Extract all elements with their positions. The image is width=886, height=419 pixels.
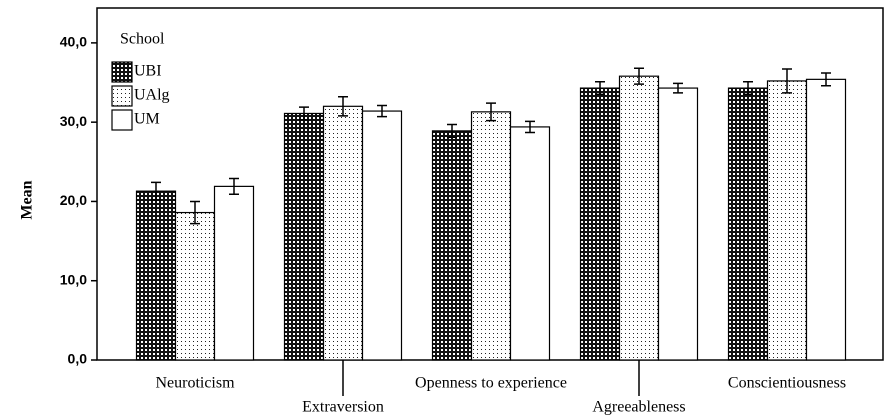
bar xyxy=(322,105,364,361)
y-tick-label: 40,0 xyxy=(60,34,87,50)
legend-swatch xyxy=(111,109,133,131)
bar xyxy=(470,111,512,361)
error-bar xyxy=(338,96,348,117)
error-bar xyxy=(595,80,605,96)
bar xyxy=(283,112,325,361)
x-tick-label: Agreeableness xyxy=(592,399,685,416)
legend-label: UBI xyxy=(134,63,162,80)
bar xyxy=(805,78,847,361)
y-tick-label: 20,0 xyxy=(60,192,87,208)
bar xyxy=(135,190,177,361)
error-bar xyxy=(743,80,753,96)
bar xyxy=(657,87,699,361)
legend-swatch xyxy=(111,61,133,83)
bar xyxy=(431,130,473,361)
legend-label: UAlg xyxy=(134,87,170,104)
error-bar xyxy=(673,82,683,94)
y-tick-label: 30,0 xyxy=(60,113,87,129)
bar xyxy=(509,126,551,361)
error-bar xyxy=(486,102,496,122)
error-bar xyxy=(377,104,387,118)
error-bar xyxy=(634,67,644,85)
x-tick-label: Conscientiousness xyxy=(728,375,846,392)
bar xyxy=(579,87,621,361)
error-bar xyxy=(299,106,309,121)
error-bar xyxy=(525,120,535,134)
bar xyxy=(618,75,660,361)
x-tick-label: Openness to experience xyxy=(415,375,567,392)
bar xyxy=(361,110,403,361)
legend-swatch xyxy=(111,85,133,107)
legend-label: UM xyxy=(134,111,160,128)
error-bar xyxy=(229,177,239,196)
error-bar xyxy=(782,68,792,94)
bar xyxy=(727,87,769,361)
bar xyxy=(213,185,255,361)
x-tick-label: Neuroticism xyxy=(155,375,235,392)
y-tick-label: 10,0 xyxy=(60,271,87,287)
error-bar xyxy=(151,181,161,201)
y-tick-label: 0,0 xyxy=(68,351,88,367)
bar xyxy=(766,80,808,361)
bar xyxy=(174,211,216,361)
y-axis-label: Mean xyxy=(19,180,36,219)
error-bar xyxy=(821,72,831,87)
legend-title: School xyxy=(120,31,165,48)
error-bar xyxy=(447,123,457,138)
error-bar xyxy=(190,200,200,225)
x-tick-label: Extraversion xyxy=(302,399,384,416)
